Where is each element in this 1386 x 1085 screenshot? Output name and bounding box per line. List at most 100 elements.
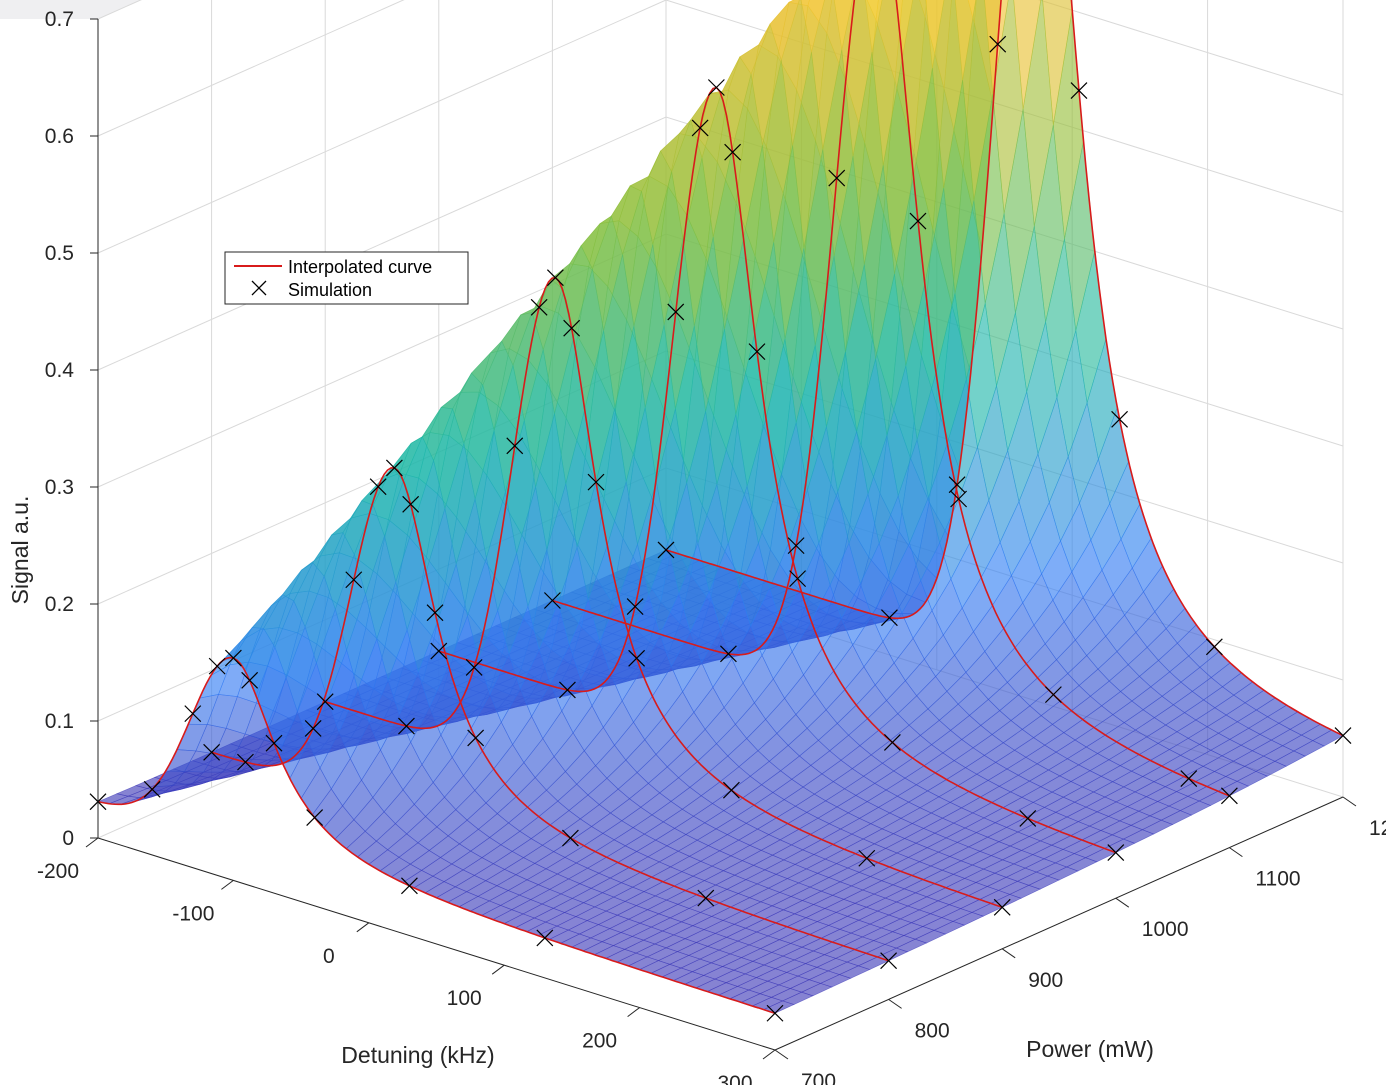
simulation-marker [828, 169, 846, 187]
x-tick-label: 100 [447, 987, 482, 1010]
x-tick-label: 300 [717, 1072, 752, 1085]
simulation-marker [561, 829, 579, 847]
x-tick-label: 0 [323, 945, 335, 968]
x-tick-label: -200 [37, 860, 79, 883]
axis-line [774, 796, 1344, 1051]
x-tick [221, 880, 234, 890]
z-tick-label: 0.6 [45, 125, 74, 148]
simulation-marker [909, 212, 927, 230]
y-tick-label: 900 [1028, 969, 1063, 992]
simulation-marker [536, 929, 554, 947]
y-tick-label: 700 [801, 1070, 836, 1085]
grid-line-z [97, 0, 1344, 254]
simulation-marker [467, 729, 485, 747]
simulation-marker [1220, 787, 1238, 805]
simulation-marker [993, 898, 1011, 916]
legend: Interpolated curve Simulation [224, 251, 469, 305]
simulation-marker [402, 495, 420, 513]
axes: 0 0.1 0.2 0.3 0.4 0.5 0.6 0.7 -200 -100 0 100 200 300… [37, 8, 1386, 1085]
simulation-markers [89, 35, 1352, 1022]
interpolated-curve [211, 467, 889, 962]
simulation-marker [224, 649, 242, 667]
x-tick [85, 837, 99, 848]
interpolated-curve [97, 656, 776, 1014]
z-axis-label: Signal a.u. [7, 496, 33, 605]
x-tick [762, 1049, 776, 1060]
y-tick-label: 1000 [1142, 918, 1189, 941]
simulation-marker [345, 571, 363, 589]
interpolated-curve [552, 0, 1230, 797]
simulation-marker [587, 473, 605, 491]
simulation-marker [1205, 638, 1223, 656]
simulation-marker [719, 645, 737, 663]
simulation-marker [787, 537, 805, 555]
simulation-marker [530, 298, 548, 316]
y-tick-label: 1200 [1369, 817, 1386, 840]
axis-line [97, 837, 776, 1051]
simulation-marker [506, 437, 524, 455]
simulation-marker [724, 143, 742, 161]
simulation-marker [306, 809, 324, 826]
x-tick-label: 200 [582, 1030, 617, 1053]
simulation-marker [304, 719, 322, 737]
simulation-marker [858, 849, 876, 867]
y-tick [1001, 948, 1016, 959]
simulation-marker [667, 303, 685, 321]
z-tick-label: 0.2 [45, 593, 74, 616]
z-tick-label: 0.3 [45, 476, 74, 499]
simulation-marker [1111, 410, 1129, 428]
z-tick-label: 0.1 [45, 710, 74, 733]
simulation-marker [880, 609, 898, 627]
simulation-marker [880, 952, 898, 970]
z-tick-label: 0.4 [45, 359, 75, 382]
simulation-marker [883, 734, 901, 751]
interpolated-curve [438, 86, 1117, 854]
simulation-marker [1070, 82, 1088, 100]
y-tick [1342, 796, 1357, 807]
simulation-marker [1107, 844, 1125, 862]
simulation-marker [426, 604, 444, 622]
simulation-marker [626, 598, 644, 615]
simulation-marker [203, 743, 221, 761]
x-tick-label: -100 [172, 902, 214, 925]
simulation-marker [465, 659, 483, 676]
simulation-marker [369, 478, 387, 496]
interpolated-curve [665, 0, 1344, 737]
simulation-marker [628, 649, 646, 667]
simulation-marker [1044, 686, 1062, 704]
simulation-marker [707, 79, 725, 96]
simulation-marker [546, 269, 564, 287]
z-tick-label: 0 [62, 827, 74, 850]
y-tick-label: 1100 [1255, 868, 1300, 891]
y-tick [888, 998, 902, 1009]
y-tick-label: 800 [915, 1019, 950, 1042]
y-axis-label: Power (mW) [1026, 1036, 1154, 1062]
simulation-marker [697, 889, 715, 907]
surface [96, 0, 1344, 1014]
grid-line-z [97, 0, 1344, 137]
simulation-marker [316, 693, 334, 711]
legend-cross-icon [251, 280, 267, 296]
simulation-marker [1180, 770, 1198, 788]
y-tick [1115, 897, 1130, 908]
simulation-marker [766, 1004, 784, 1022]
simulation-marker [748, 343, 766, 361]
x-axis-label: Detuning (kHz) [341, 1042, 494, 1068]
simulation-marker [559, 681, 576, 699]
simulation-marker [691, 119, 709, 137]
simulation-marker [563, 319, 581, 337]
simulation-marker [241, 671, 259, 689]
simulation-marker [1334, 727, 1352, 744]
simulation-marker [184, 705, 202, 723]
simulation-marker [143, 780, 161, 798]
simulation-marker [400, 877, 418, 895]
simulation-marker [237, 753, 254, 771]
simulation-marker [385, 459, 403, 477]
z-tick-label: 0.5 [45, 242, 74, 265]
simulation-marker [989, 35, 1007, 53]
legend-interpolated: Interpolated curve [288, 257, 432, 277]
y-tick [1229, 847, 1243, 858]
interpolated-curves [97, 0, 1344, 1014]
simulation-marker [657, 541, 675, 559]
